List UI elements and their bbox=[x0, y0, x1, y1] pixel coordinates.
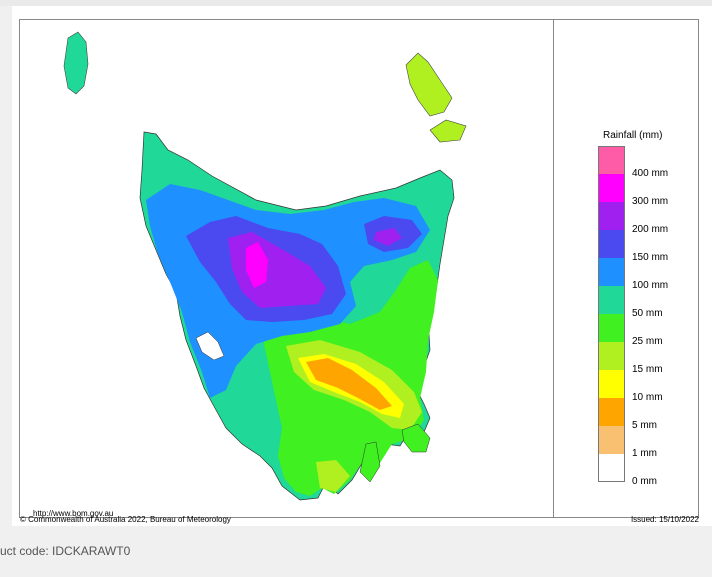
rain-300mm-region bbox=[246, 242, 268, 288]
macquarie-harbour bbox=[195, 331, 225, 361]
product-code: uct code: IDCKARAWT0 bbox=[0, 544, 131, 558]
legend-title: Rainfall (mm) bbox=[603, 130, 663, 141]
legend-swatch bbox=[598, 146, 625, 174]
flinders-island bbox=[405, 52, 453, 117]
legend-swatch bbox=[598, 426, 625, 454]
rainfall-map bbox=[63, 31, 467, 501]
legend-label: 1 mm bbox=[632, 448, 657, 459]
legend-swatch bbox=[598, 370, 625, 398]
source-url: http://www.bom.gov.au bbox=[33, 509, 114, 518]
rain-200mm-northeast bbox=[374, 228, 402, 246]
legend-label: 50 mm bbox=[632, 308, 663, 319]
bruny-island bbox=[359, 441, 381, 483]
legend-label: 25 mm bbox=[632, 336, 663, 347]
rain-15mm-south bbox=[316, 460, 350, 492]
legend-swatch bbox=[598, 286, 625, 314]
legend-swatch bbox=[598, 314, 625, 342]
legend-swatch bbox=[598, 258, 625, 286]
issued-date: Issued: 15/10/2022 bbox=[630, 515, 699, 524]
tasman-peninsula bbox=[401, 423, 431, 453]
legend-swatch bbox=[598, 174, 625, 202]
copyright-text: © Commonwealth of Australia 2022, Bureau… bbox=[20, 515, 231, 524]
legend-swatch bbox=[598, 342, 625, 370]
legend-swatch bbox=[598, 202, 625, 230]
king-island bbox=[63, 31, 89, 95]
legend-swatch bbox=[598, 230, 625, 258]
legend-label: 15 mm bbox=[632, 364, 663, 375]
legend-divider bbox=[553, 20, 554, 517]
legend-label: 5 mm bbox=[632, 420, 657, 431]
rain-5mm-region bbox=[306, 358, 392, 410]
legend-label: 200 mm bbox=[632, 224, 669, 235]
legend-label: 300 mm bbox=[632, 196, 669, 207]
map-frame: Rainfall (mm) 400 mm 300 mm 200 mm 150 mm 10… bbox=[12, 6, 712, 526]
legend-label: 10 mm bbox=[632, 392, 663, 403]
cape-barren-island bbox=[429, 119, 467, 143]
legend-label: 400 mm bbox=[632, 168, 669, 179]
map-panel: Rainfall (mm) 400 mm 300 mm 200 mm 150 mm 10… bbox=[19, 19, 699, 518]
legend-swatch bbox=[598, 398, 625, 426]
legend-swatch bbox=[598, 454, 625, 482]
top-strip bbox=[0, 0, 712, 6]
legend-label: 100 mm bbox=[632, 280, 669, 291]
legend-label: 150 mm bbox=[632, 252, 669, 263]
legend-label: 0 mm bbox=[632, 476, 657, 487]
